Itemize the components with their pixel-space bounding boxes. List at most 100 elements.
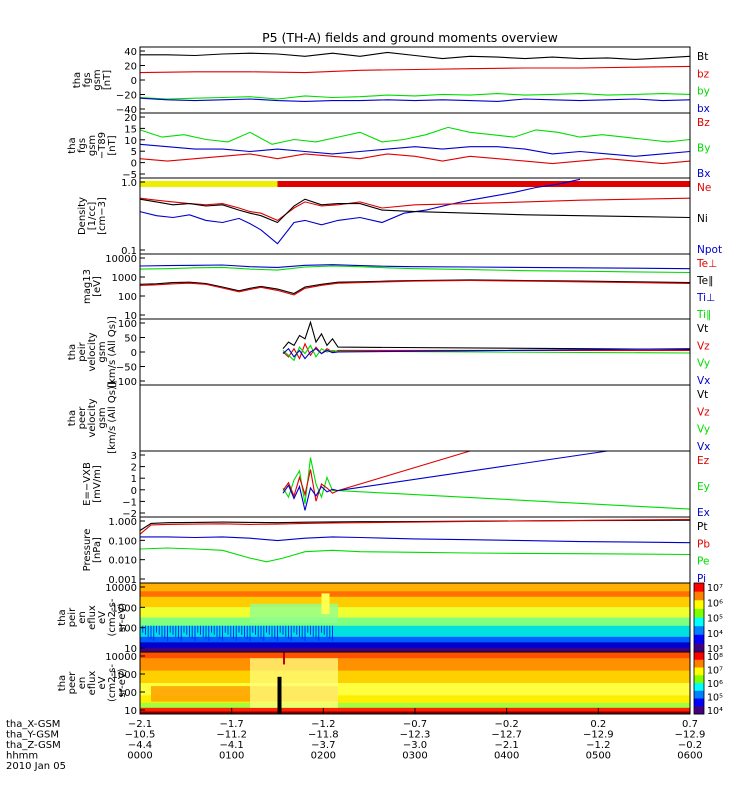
y-axis-label: (cm2-s-: [107, 598, 118, 636]
y-axis-label: velocity: [87, 398, 98, 437]
y-tick-label: 100: [118, 319, 137, 330]
legend-Vy: Vy: [697, 358, 710, 370]
heatmap-band: [140, 647, 690, 653]
colorbar-label: 10⁵: [707, 614, 723, 625]
colorbar-label: 10⁷: [707, 583, 723, 594]
colorbar-segment: [694, 675, 704, 684]
y-axis-label: gsm: [97, 407, 108, 428]
y-axis-label: sr-eV): [117, 603, 128, 632]
panel-peer_velocity: tha peer velocity gsm [km/s (All Qs)] Vt Vz Vy V…: [67, 382, 710, 454]
colorbar-segment: [694, 617, 704, 627]
legend-Ni: Ni: [697, 213, 708, 225]
flag-bar-segment: [140, 181, 278, 187]
x-tick-label: −12.9: [675, 730, 706, 741]
y-tick-label: 0.100: [108, 536, 137, 547]
legend-Npot: Npot: [697, 244, 722, 256]
y-tick-label: 10: [124, 311, 137, 322]
y-tick-label: 1000: [112, 603, 137, 614]
panel-peer_spectrogram: 10⁸ 10⁷ 10⁶ 10⁵ 10⁴ 10000 1000 100 10 tha peer en ef…: [57, 651, 723, 717]
y-axis-label: peir: [77, 341, 88, 361]
flag-bar-segment: [277, 181, 690, 187]
figure-title: P5 (TH-A) fields and ground moments over…: [262, 30, 558, 45]
y-tick-label: 1.000: [108, 517, 137, 528]
y-tick-label: 100: [118, 688, 137, 699]
y-tick-label: −40: [116, 105, 137, 116]
y-axis-label: eflux: [87, 605, 98, 630]
panel-frame: [139, 46, 691, 114]
y-tick-label: 0: [131, 76, 137, 87]
y-tick-label: −50: [116, 363, 137, 374]
y-tick-label: 10000: [105, 583, 137, 594]
panel-frame: [139, 112, 691, 179]
heatmap-band: [140, 617, 690, 627]
legend-Bt: Bt: [697, 51, 708, 63]
y-tick-label: 10: [124, 136, 137, 147]
legend-Vt: Vt: [697, 323, 708, 335]
colorbar: 10⁷ 10⁶ 10⁵ 10⁴ 10³: [693, 582, 723, 655]
heatmap-gap: [277, 676, 282, 714]
y-tick-label: 3: [131, 451, 137, 462]
series-bx: [139, 97, 691, 102]
series-Ey: [282, 457, 691, 510]
y-axis-label: eV: [97, 676, 108, 689]
y-axis-label: [nT]: [102, 70, 113, 90]
series-Pi: [140, 536, 691, 544]
heatmap-region: [250, 603, 338, 624]
y-axis-label: [km/s (All Qs)]: [107, 382, 118, 454]
y-tick-label: 50: [124, 334, 137, 345]
colorbar-label: 10⁷: [707, 666, 723, 677]
series-Npot: [139, 178, 581, 245]
x-tick-label: 0000: [127, 751, 152, 762]
panel-peir_velocity: 100 50 0 −50 −100 tha peir velocity gsm [km/s (Al…: [67, 316, 710, 388]
x-axis-date: 2010 Jan 05: [6, 761, 66, 772]
y-axis-label: [nPa]: [92, 537, 103, 563]
series-Ti∥: [139, 265, 691, 274]
x-tick-label: −11.2: [216, 730, 247, 741]
series-Te⊥: [139, 279, 691, 296]
legend-Vx: Vx: [697, 441, 710, 453]
y-tick-label: 20: [124, 113, 137, 124]
y-axis-label: gsm: [97, 341, 108, 362]
colorbar-segment: [694, 652, 704, 661]
heatmap-band: [140, 583, 690, 592]
legend-Ey: Ey: [697, 481, 710, 493]
legend-Vx: Vx: [697, 375, 710, 387]
colorbar-label: 10⁴: [707, 629, 723, 640]
y-axis-label: [eV]: [92, 276, 103, 297]
legend-Pi: Pi: [697, 573, 706, 585]
y-tick-label: 40: [124, 47, 137, 58]
y-axis-label: tha: [57, 609, 68, 625]
panel-peir_spectrogram: 10⁷ 10⁶ 10⁵ 10⁴ 10³ 10000 1000 100 10 tha peir en ef…: [57, 582, 723, 655]
heatmap-region: [250, 658, 338, 708]
y-axis-label: velocity: [87, 332, 98, 371]
y-axis-label: en: [77, 611, 88, 624]
y-tick-label: 100: [118, 624, 137, 635]
x-tick-label: −3.7: [311, 740, 335, 751]
heatmap-band: [140, 695, 690, 704]
y-axis-label: Pressure: [82, 529, 93, 572]
x-tick-label: 0200: [311, 751, 336, 762]
heatmap-band: [140, 607, 690, 618]
x-tick-label: −4.1: [220, 740, 244, 751]
panel-density: 1.0 0.1 Density [1/cc] [cm−3] Ne Ni Npot: [77, 177, 722, 257]
legend-Vy: Vy: [697, 424, 710, 436]
y-axis-label: eflux: [87, 671, 98, 696]
x-tick-label: −2.1: [495, 740, 519, 751]
y-axis-label: tha: [57, 675, 68, 691]
series-By: [139, 126, 691, 145]
y-axis-label: fgs: [77, 138, 88, 153]
colorbar-segment: [694, 643, 704, 653]
y-tick-label: 10: [124, 644, 137, 655]
heatmap-band: [140, 670, 690, 684]
panel-pressure: 1.000 0.100 0.010 0.001 Pressure [nPa] Pt Pb Pe P…: [82, 516, 710, 586]
y-tick-label: −20: [116, 91, 137, 102]
x-tick-label: −0.7: [403, 719, 427, 730]
colorbar-segment: [694, 583, 704, 593]
y-axis-label: mag13: [82, 269, 93, 304]
colorbar-label: 10⁵: [707, 693, 723, 704]
colorbar-segment: [694, 608, 704, 618]
colorbar-frame: [693, 651, 705, 715]
y-tick-label: 0: [131, 348, 137, 359]
x-axis-row-label: tha_Z-GSM: [6, 740, 61, 751]
